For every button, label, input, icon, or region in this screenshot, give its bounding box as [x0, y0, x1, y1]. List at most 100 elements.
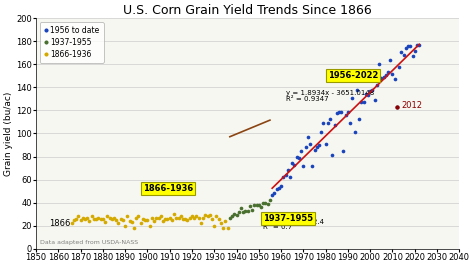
Point	[126, 219, 133, 223]
Point	[175, 215, 182, 220]
Point	[124, 214, 131, 219]
Text: 1866-1936: 1866-1936	[143, 184, 193, 193]
Text: y = 1.8934x - 3651.0148: y = 1.8934x - 3651.0148	[285, 90, 374, 97]
Point	[81, 217, 89, 221]
Point	[369, 88, 376, 92]
Text: y = 5.8x - 1452.4: y = 5.8x - 1452.4	[263, 219, 324, 226]
Point	[335, 110, 343, 114]
Point	[199, 215, 207, 220]
Point	[73, 217, 80, 221]
Point	[259, 201, 267, 205]
Point	[413, 43, 421, 47]
Point	[90, 217, 98, 221]
Point	[157, 214, 164, 219]
Legend: 1956 to date, 1937-1955, 1866-1936: 1956 to date, 1937-1955, 1866-1936	[40, 22, 104, 63]
Point	[188, 214, 196, 219]
Point	[170, 212, 178, 216]
Point	[173, 215, 180, 220]
Point	[271, 191, 278, 196]
Point	[146, 223, 154, 228]
Text: R² = 0.9347: R² = 0.9347	[285, 96, 328, 102]
Point	[121, 223, 129, 228]
Y-axis label: Grain yield (bu/ac): Grain yield (bu/ac)	[4, 91, 13, 176]
Point	[117, 217, 125, 221]
Point	[208, 217, 216, 221]
Point	[192, 214, 200, 219]
Point	[342, 113, 349, 117]
Point	[353, 88, 361, 92]
Point	[297, 149, 305, 153]
Point	[411, 48, 419, 53]
Point	[74, 214, 82, 219]
Point	[360, 100, 367, 105]
Point	[402, 46, 410, 50]
Point	[257, 205, 265, 209]
Point	[228, 214, 236, 219]
Point	[344, 110, 352, 114]
Point	[351, 130, 358, 135]
Point	[215, 217, 222, 221]
Point	[393, 105, 401, 109]
Point	[333, 111, 341, 115]
Point	[304, 135, 311, 139]
Point	[77, 218, 84, 222]
Point	[128, 220, 136, 224]
Point	[115, 221, 122, 226]
Point	[380, 75, 387, 79]
Point	[378, 76, 385, 80]
Point	[197, 221, 205, 226]
Point	[244, 209, 251, 213]
Point	[337, 110, 345, 114]
Point	[217, 221, 225, 226]
Point	[331, 123, 338, 128]
Point	[291, 163, 298, 167]
Point	[246, 204, 254, 208]
Point	[235, 210, 243, 214]
Point	[168, 218, 176, 222]
Point	[253, 203, 260, 207]
Point	[130, 226, 138, 230]
Point	[289, 161, 296, 165]
Point	[395, 65, 403, 69]
Point	[275, 185, 283, 190]
Point	[328, 153, 336, 157]
Point	[101, 220, 109, 224]
Text: Data adapted from USDA-NASS: Data adapted from USDA-NASS	[40, 240, 138, 245]
Point	[204, 214, 211, 219]
Point	[210, 223, 218, 228]
Point	[309, 164, 316, 168]
Point	[177, 214, 184, 219]
Point	[164, 217, 171, 221]
Point	[153, 215, 160, 220]
Point	[103, 214, 111, 219]
Point	[184, 218, 191, 222]
Text: R² = 0.7: R² = 0.7	[263, 224, 292, 230]
Point	[132, 215, 140, 220]
Point	[373, 83, 381, 87]
Point	[384, 70, 392, 74]
Point	[95, 215, 102, 220]
Point	[366, 89, 374, 93]
Text: 1937-1955: 1937-1955	[263, 214, 313, 223]
Point	[135, 214, 142, 219]
Point	[139, 217, 147, 221]
Point	[340, 149, 347, 153]
Point	[110, 215, 118, 220]
Point	[280, 175, 287, 179]
Point	[155, 215, 162, 220]
Point	[226, 215, 234, 220]
Point	[326, 117, 334, 121]
Point	[162, 217, 169, 221]
Point	[407, 44, 414, 48]
Point	[141, 218, 149, 222]
Point	[108, 217, 116, 221]
Point	[398, 49, 405, 54]
Point	[306, 142, 314, 146]
Point	[83, 215, 91, 220]
Point	[318, 130, 325, 135]
Point	[239, 210, 247, 214]
Point	[182, 217, 189, 221]
Point	[313, 145, 320, 149]
Point	[68, 221, 75, 226]
Point	[346, 121, 354, 125]
